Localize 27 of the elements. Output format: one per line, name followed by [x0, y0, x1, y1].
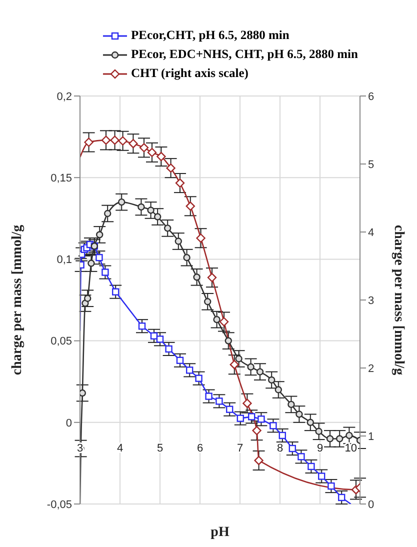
- x-tick-label: 6: [196, 442, 204, 454]
- legend-label: PEcor, EDC+NHS, CHT, pH 6.5, 2880 min: [131, 46, 358, 63]
- y2-tick-label: 3: [368, 294, 374, 307]
- legend-label: PEcor,CHT, pH 6.5, 2880 min: [131, 27, 290, 44]
- y-tick-label: 0: [66, 417, 72, 430]
- y2-tick-label: 6: [368, 90, 374, 103]
- legend-label: CHT (right axis scale): [131, 65, 248, 82]
- x-tick-label: 9: [316, 442, 324, 454]
- x-tick-label: 5: [156, 442, 164, 454]
- x-tick-label: 7: [236, 442, 244, 454]
- y-tick-label: -0,05: [46, 498, 72, 511]
- y2-axis-title: charge per mass [mmol/g: [391, 224, 406, 376]
- x-tick-label: 3: [76, 442, 84, 454]
- x-tick-label: 4: [116, 442, 124, 454]
- y-tick-label: 0,1: [56, 254, 72, 266]
- x-tick-label: 8: [276, 442, 284, 454]
- x-axis-title: pH: [210, 525, 230, 540]
- y2-tick-label: 2: [368, 362, 374, 375]
- y-axis-title: charge per mass [mmol/g: [10, 224, 25, 376]
- x-tick-label: 10: [344, 442, 357, 454]
- y2-tick-label: 4: [368, 226, 374, 239]
- y-tick-label: 0,15: [50, 172, 72, 185]
- y2-tick-label: 5: [368, 158, 374, 171]
- y2-tick-label: 1: [368, 430, 374, 443]
- y-tick-label: 0,2: [56, 90, 72, 103]
- y-tick-label: 0,05: [50, 336, 72, 348]
- y2-tick-label: 0: [368, 498, 374, 511]
